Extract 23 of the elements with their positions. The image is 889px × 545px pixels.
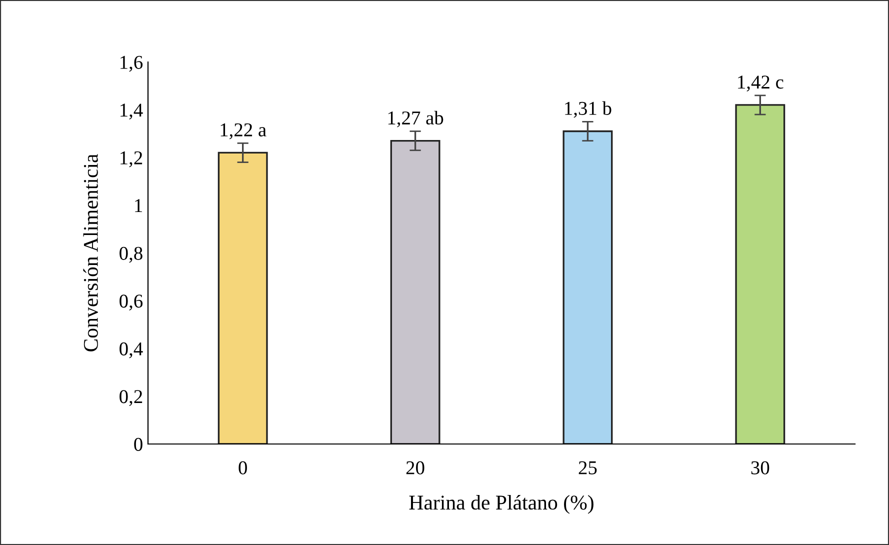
data-label: 1,22 a [220, 123, 266, 140]
x-axis-title: Harina de Plátano (%) [409, 494, 594, 514]
x-tick-label: 30 [751, 461, 770, 474]
y-tick-label: 0 [134, 438, 142, 451]
y-tick-label: 0,2 [120, 390, 142, 406]
x-tick-label: 25 [578, 461, 597, 474]
y-axis-title: Conversión Alimenticia [83, 154, 98, 352]
y-tick-label: 0,6 [120, 294, 143, 310]
data-label: 1,31 b [565, 101, 612, 118]
x-tick-label: 20 [406, 461, 424, 474]
y-tick-label: 1,4 [120, 104, 143, 120]
bar [218, 152, 268, 444]
y-tick-label: 1 [135, 199, 142, 212]
bar [562, 130, 613, 444]
bar [735, 104, 786, 444]
x-tick-label: 0 [238, 461, 247, 474]
bar [390, 140, 440, 444]
data-label: 1,27 ab [388, 110, 444, 128]
y-tick-label: 1,6 [120, 56, 143, 72]
y-tick-label: 0,4 [120, 342, 143, 358]
y-tick-label: 0,8 [120, 246, 142, 263]
y-tick-label: 1,2 [120, 151, 142, 168]
data-label: 1,42 c [738, 76, 784, 92]
